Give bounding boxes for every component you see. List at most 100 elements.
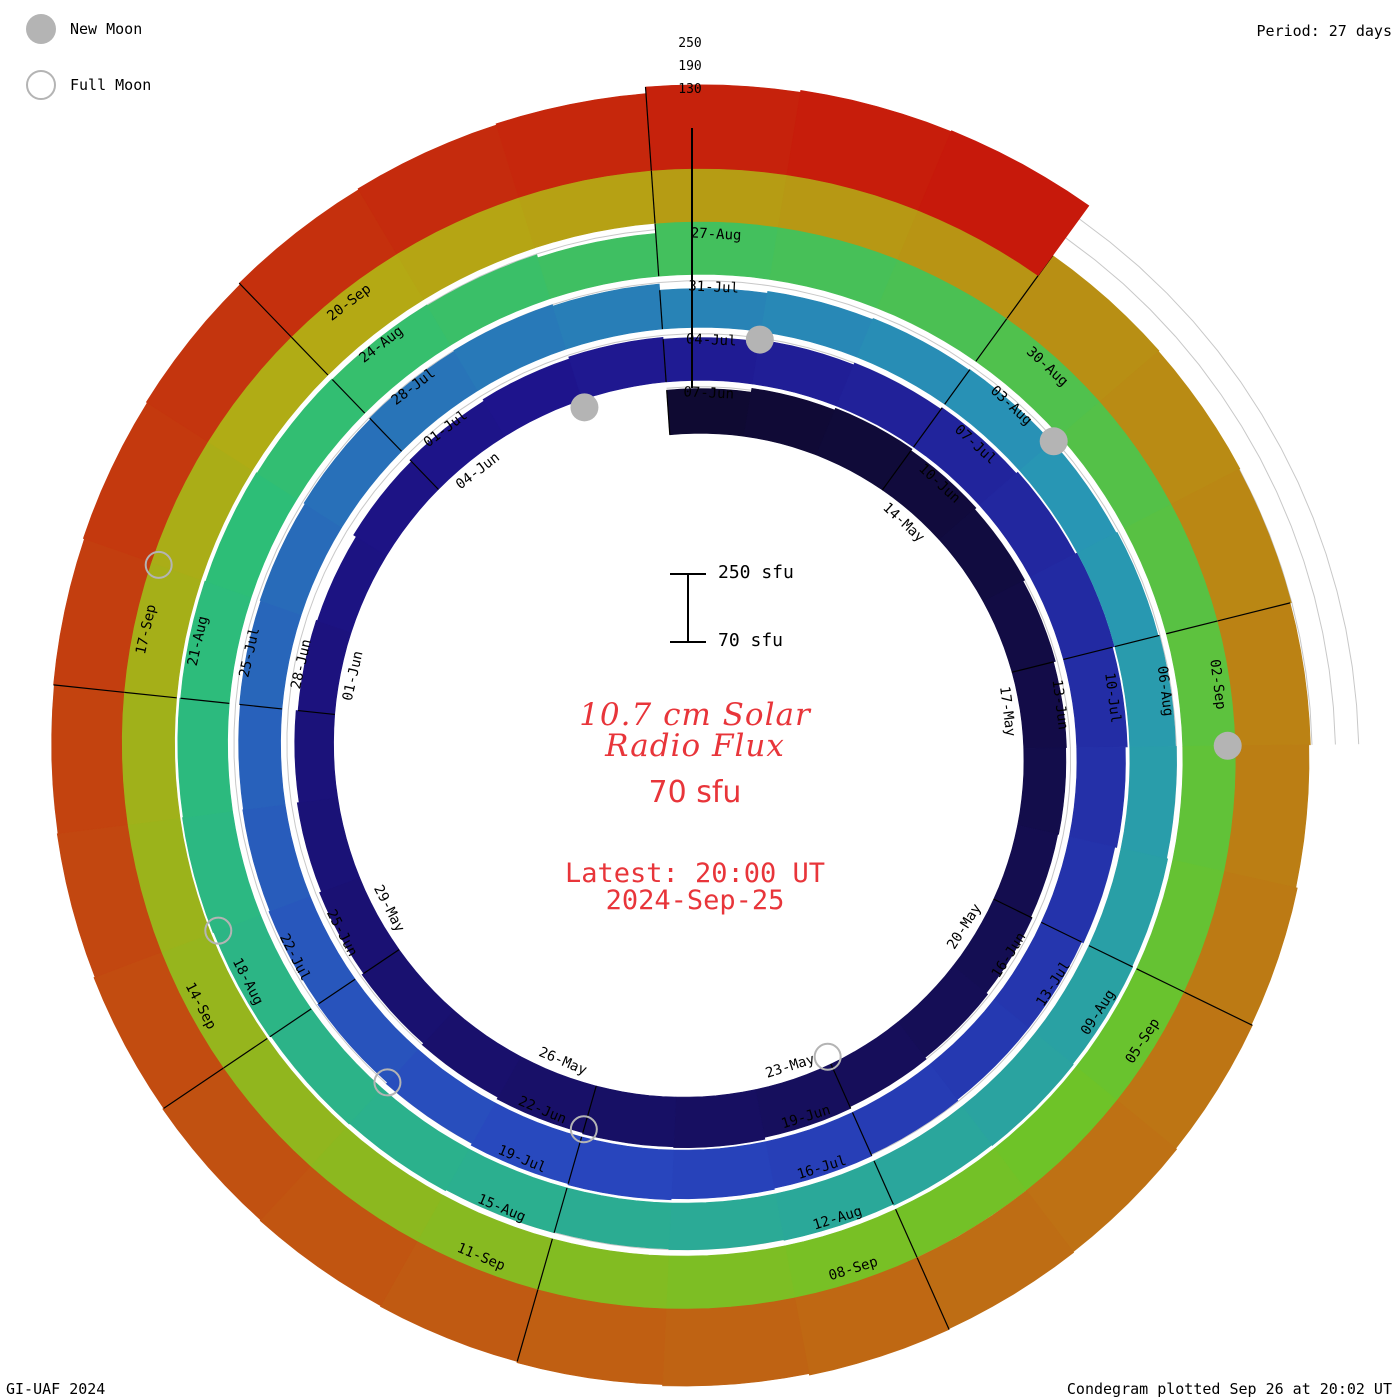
new-moon-marker: [1039, 427, 1068, 456]
flux-segment: [361, 949, 455, 1044]
flux-segment: [917, 130, 1090, 277]
flux-segment: [1171, 468, 1292, 622]
legend-full-moon-label: Full Moon: [70, 76, 152, 94]
day-divider: [916, 1257, 950, 1330]
flux-segment: [297, 619, 352, 715]
new-moon-marker: [745, 325, 774, 354]
new-moon-marker: [1213, 731, 1242, 760]
flux-segment: [1011, 661, 1067, 749]
day-divider: [297, 709, 335, 716]
day-divider: [318, 978, 356, 1005]
day-divider: [993, 898, 1033, 919]
flux-segment: [1217, 602, 1311, 747]
flux-segment: [673, 1089, 766, 1149]
flux-segment: [1006, 255, 1160, 402]
flux-segment: [774, 1160, 894, 1241]
flux-segment: [421, 1009, 522, 1098]
day-divider: [180, 697, 230, 704]
min-value-label: 70 sfu: [648, 775, 742, 810]
date-label: 17-May: [996, 685, 1018, 737]
day-divider: [851, 1112, 873, 1157]
flux-segment: [268, 895, 356, 1005]
date-label: 07-Jun: [683, 384, 734, 402]
flux-segment: [379, 1241, 539, 1362]
flux-segment: [552, 283, 663, 350]
flux-segment: [645, 84, 801, 176]
day-divider: [239, 703, 283, 710]
flux-segment: [1029, 552, 1115, 660]
day-divider: [553, 1187, 568, 1233]
flux-segment: [385, 1048, 496, 1144]
day-divider: [895, 1209, 920, 1262]
day-divider: [214, 1037, 268, 1075]
date-label: 31-Jul: [688, 278, 739, 296]
day-divider: [1063, 646, 1113, 660]
flux-segment: [180, 580, 252, 704]
date-label: 13-Jun: [1049, 679, 1071, 731]
chart-title-line1: 10.7 cm Solar: [579, 697, 811, 733]
day-divider: [944, 369, 971, 405]
day-divider: [873, 1160, 894, 1205]
day-divider: [331, 379, 366, 414]
day-divider: [1041, 921, 1082, 943]
flux-segment: [319, 877, 400, 974]
period-label: Period: 27 days: [1256, 22, 1392, 40]
scale-bar-max-label: 250 sfu: [718, 562, 794, 583]
flux-segment: [670, 1141, 775, 1200]
flux-segment: [294, 710, 339, 803]
flux-segment: [93, 951, 224, 1109]
day-divider: [975, 310, 1013, 362]
date-label: 27-Aug: [690, 225, 741, 243]
day-divider: [53, 684, 124, 693]
plotted-timestamp: Condegram plotted Sep 26 at 20:02 UT: [1066, 1380, 1392, 1398]
date-label: 06-Aug: [1154, 665, 1176, 717]
ring-scale-tick: 250: [678, 36, 702, 51]
day-divider: [659, 290, 664, 330]
flux-segment: [470, 1102, 582, 1185]
day-divider: [363, 949, 400, 974]
day-divider: [369, 417, 402, 452]
day-divider: [238, 282, 292, 338]
flux-segment: [938, 508, 1026, 602]
day-divider: [830, 1063, 852, 1109]
flux-segment: [668, 1193, 785, 1251]
day-divider: [1088, 945, 1133, 968]
flux-segment: [1040, 836, 1116, 944]
day-divider: [163, 1067, 224, 1109]
day-divider: [644, 86, 652, 171]
flux-segment: [873, 1105, 993, 1206]
day-divider: [1114, 634, 1160, 648]
day-divider: [666, 390, 671, 435]
chart-title-line2: Radio Flux: [605, 728, 785, 764]
day-divider: [287, 333, 329, 376]
day-divider: [116, 690, 177, 699]
day-divider: [913, 407, 943, 448]
day-divider: [1183, 991, 1253, 1026]
flux-segment: [177, 697, 233, 818]
flux-segment: [496, 1056, 597, 1134]
day-divider: [409, 459, 439, 490]
full-moon-marker: [813, 1042, 842, 1071]
scale-bar-min-label: 70 sfu: [718, 630, 784, 651]
day-divider: [1136, 968, 1192, 996]
flux-segment: [426, 254, 551, 346]
flux-segment: [982, 580, 1056, 673]
flux-segment: [256, 378, 366, 500]
day-divider: [269, 1008, 312, 1038]
day-divider: [881, 450, 912, 491]
flux-segment: [331, 304, 452, 414]
full-moon-marker: [204, 916, 233, 945]
flux-segment: [568, 336, 667, 401]
flux-segment: [794, 1257, 950, 1376]
flux-segment: [259, 1165, 418, 1307]
flux-segment: [662, 1297, 810, 1387]
legend-full-moon: Full Moon: [26, 70, 151, 100]
flux-segment: [1017, 747, 1067, 835]
flux-segment: [242, 804, 311, 912]
flux-segment: [56, 824, 162, 978]
new-moon-icon: [26, 14, 56, 44]
flux-segment: [881, 450, 977, 541]
legend-new-moon-label: New Moon: [70, 20, 143, 38]
